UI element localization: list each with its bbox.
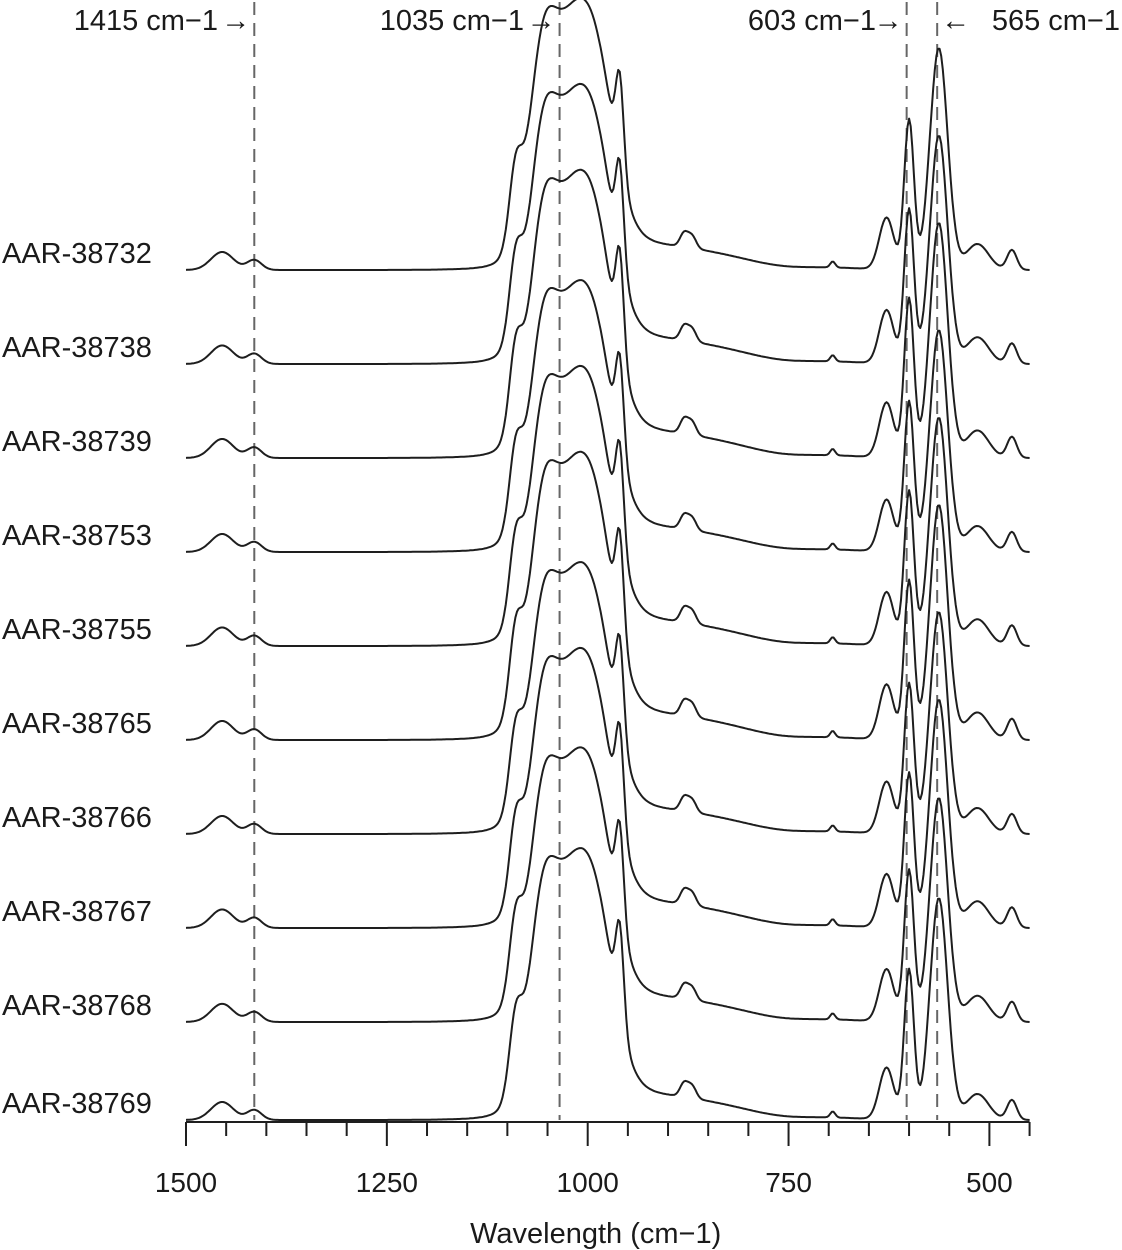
- spectrum-line-aar-38739: [185, 168, 1030, 459]
- marker-label-1415: 1415 cm−1: [74, 5, 218, 37]
- series-label-aar-38767: AAR-38767: [2, 896, 152, 928]
- series-label-aar-38766: AAR-38766: [2, 802, 152, 834]
- marker-label-603: 603 cm−1: [748, 5, 876, 37]
- series-label-aar-38739: AAR-38739: [2, 426, 152, 458]
- marker-label-565: 565 cm−1: [992, 5, 1120, 37]
- marker-arrow-1035: →: [527, 5, 556, 37]
- spectrum-line-aar-38765: [185, 450, 1030, 741]
- marker-arrow-1415: →: [221, 5, 250, 37]
- marker-arrow-603: →: [874, 5, 903, 37]
- series-label-aar-38755: AAR-38755: [2, 614, 152, 646]
- x-tick-label-1500: 1500: [155, 1167, 217, 1198]
- x-tick-label-750: 750: [765, 1167, 812, 1198]
- spectrum-line-aar-38766: [185, 561, 1030, 835]
- reference-lines: [253, 2, 939, 1120]
- spectrum-line-aar-38738: [185, 82, 1030, 365]
- series-label-aar-38765: AAR-38765: [2, 708, 152, 740]
- series-label-aar-38732: AAR-38732: [2, 238, 152, 270]
- x-axis-title: Wavelength (cm−1): [470, 1218, 721, 1250]
- series-label-aar-38753: AAR-38753: [2, 520, 152, 552]
- x-tick-label-1000: 1000: [557, 1167, 619, 1198]
- marker-label-1035: 1035 cm−1: [380, 5, 524, 37]
- spectrum-line-aar-38767: [185, 646, 1030, 929]
- x-axis: 1500 1250 1000 750 500 Wavelength (cm−1): [155, 1121, 1031, 1250]
- spectrum-line-aar-38769: [185, 847, 1030, 1121]
- series-label-aar-38769: AAR-38769: [2, 1088, 152, 1120]
- reference-markers: 1415 cm−1 → 1035 cm−1 → 603 cm−1→ ← 565 cm−1: [74, 5, 1120, 37]
- spectrum-line-aar-38755: [185, 364, 1030, 647]
- spectra-group: [185, 0, 1030, 1121]
- marker-arrow-565: ←: [941, 5, 970, 37]
- x-tick-label-1250: 1250: [356, 1167, 418, 1198]
- series-label-aar-38738: AAR-38738: [2, 332, 152, 364]
- spectrum-line-aar-38768: [185, 746, 1030, 1023]
- x-tick-label-500: 500: [966, 1167, 1013, 1198]
- sample-labels: AAR-38732 AAR-38738 AAR-38739 AAR-38753 AAR-…: [2, 238, 152, 1120]
- series-label-aar-38768: AAR-38768: [2, 990, 152, 1022]
- spectrum-line-aar-38753: [185, 279, 1030, 553]
- spectrum-line-aar-38732: [185, 0, 1030, 271]
